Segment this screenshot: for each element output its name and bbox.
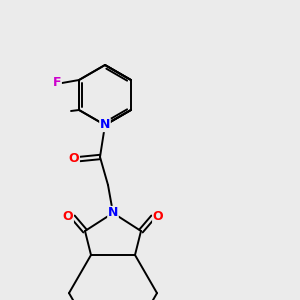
Text: O: O: [69, 152, 79, 166]
Text: O: O: [63, 211, 73, 224]
Text: F: F: [53, 76, 61, 89]
Text: N: N: [100, 118, 110, 131]
Text: O: O: [153, 211, 163, 224]
Text: N: N: [108, 206, 118, 220]
